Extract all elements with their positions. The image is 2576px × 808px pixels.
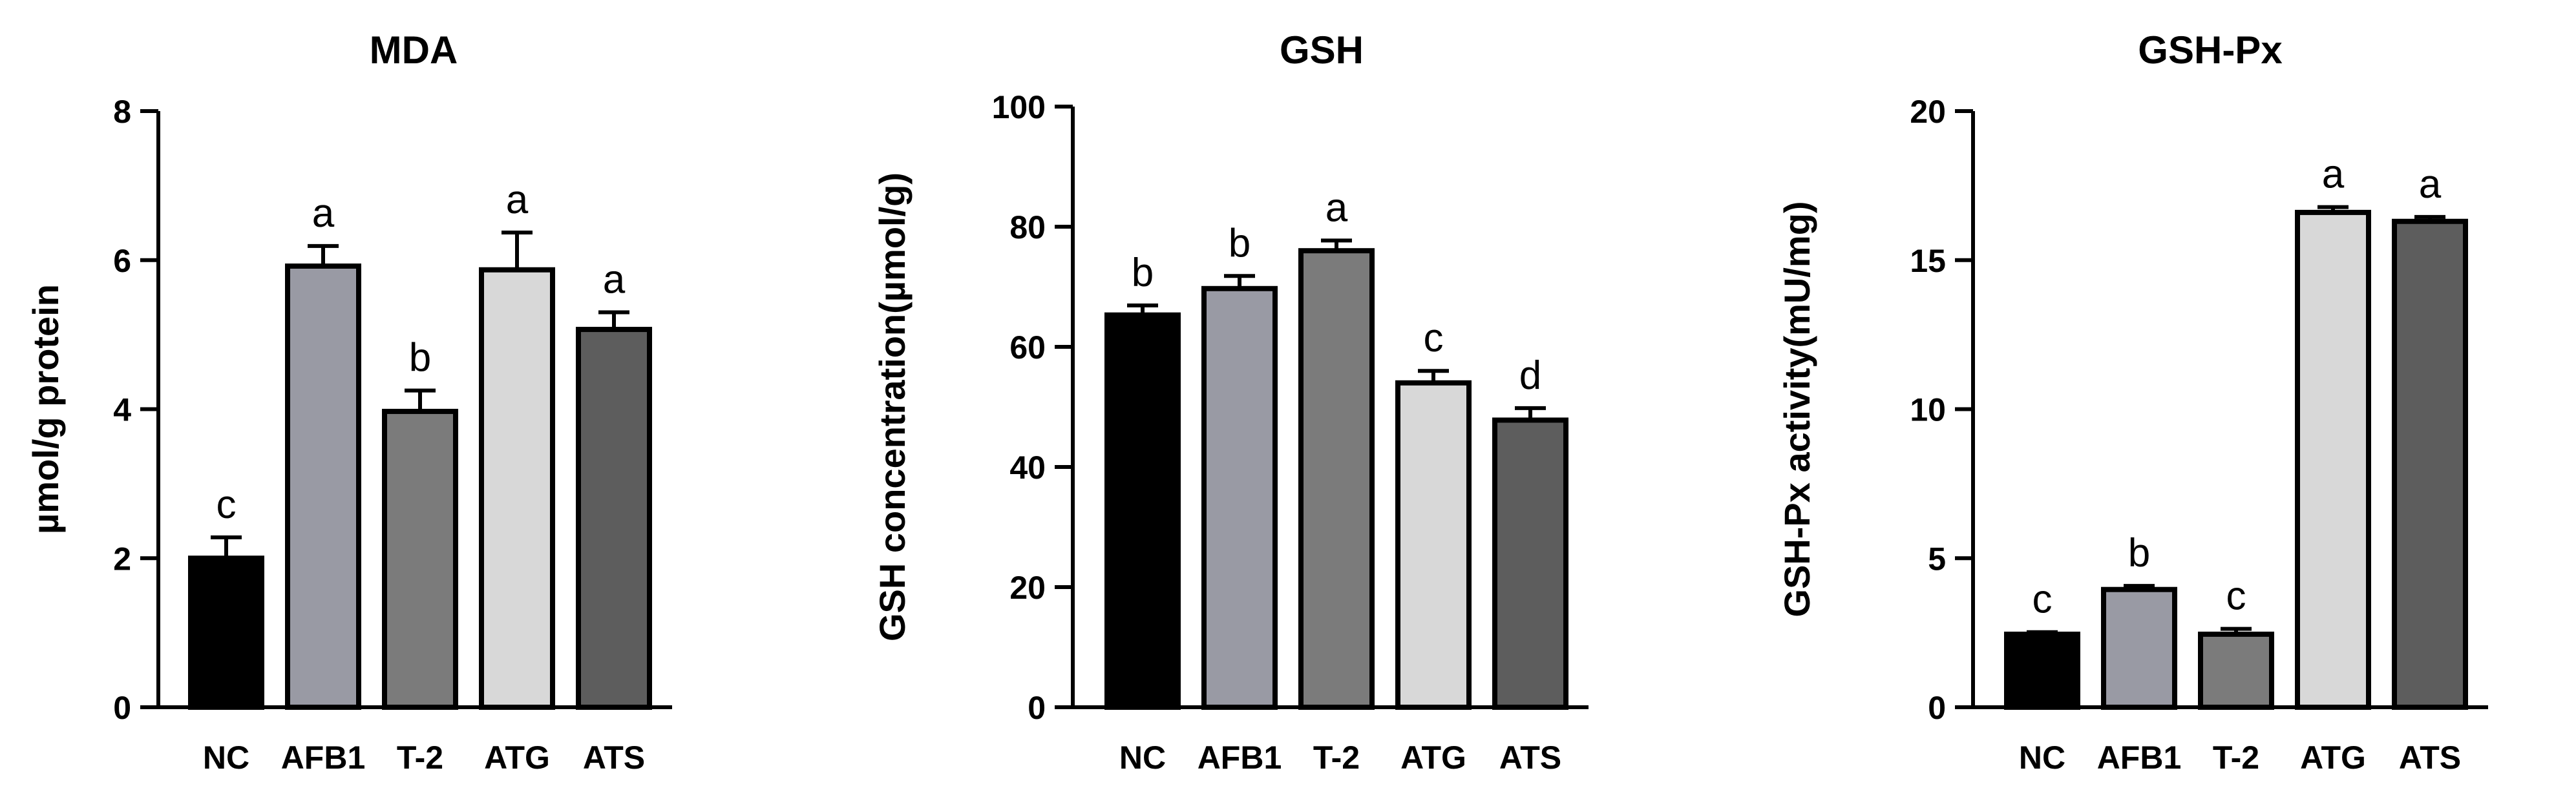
- significance-label: c: [216, 482, 237, 527]
- significance-label: a: [506, 178, 529, 222]
- x-tick-label: AFB1: [1198, 740, 1282, 776]
- significance-label: b: [1229, 221, 1251, 265]
- significance-label: b: [1132, 251, 1154, 295]
- y-axis-label: GSH-Px activity(mU/mg): [1777, 201, 1817, 617]
- y-axis-label: GSH concentration(µmol/g): [872, 172, 913, 641]
- y-tick-label: 5: [1928, 541, 1946, 577]
- y-tick-label: 100: [992, 89, 1046, 125]
- y-tick-label: 40: [1009, 450, 1046, 486]
- x-tick-label: T-2: [2213, 740, 2259, 776]
- y-tick-label: 80: [1009, 209, 1046, 245]
- bar-nc: [2004, 631, 2080, 710]
- y-tick-label: 20: [1910, 94, 1946, 130]
- significance-label: c: [2226, 574, 2246, 619]
- x-tick-label: ATS: [1499, 740, 1561, 776]
- bar-t-2: [382, 408, 458, 710]
- y-tick-label: 6: [113, 243, 131, 279]
- bar-ats: [1492, 417, 1568, 710]
- significance-label: b: [2128, 531, 2150, 575]
- x-tick-label: NC: [2019, 740, 2065, 776]
- x-tick-label: ATG: [484, 740, 550, 776]
- chart-2: GSH-Px GSH-Px activity(mU/mg) 0 5 10 15 20 c NC b…: [1777, 28, 2488, 776]
- y-tick-label: 8: [113, 94, 131, 130]
- bar-atg: [1395, 380, 1472, 710]
- significance-label: d: [1519, 353, 1541, 398]
- y-tick-label: 60: [1009, 329, 1046, 366]
- bar-nc: [1104, 312, 1181, 710]
- x-tick-label: ATS: [2399, 740, 2461, 776]
- bar-t-2: [1298, 248, 1375, 710]
- x-tick-label: ATG: [1400, 740, 1466, 776]
- bar-afb1: [2101, 586, 2177, 710]
- y-tick-label: 0: [1928, 690, 1946, 726]
- chart-title: MDA: [370, 28, 458, 72]
- significance-label: a: [2419, 162, 2442, 207]
- bar-afb1: [285, 263, 361, 710]
- significance-label: b: [409, 336, 431, 380]
- x-tick-label: NC: [203, 740, 249, 776]
- bar-t-2: [2198, 631, 2274, 710]
- y-tick-label: 0: [113, 690, 131, 726]
- significance-label: a: [312, 191, 335, 236]
- bar-ats: [576, 327, 652, 710]
- x-tick-label: AFB1: [281, 740, 366, 776]
- y-tick-label: 15: [1910, 243, 1946, 279]
- x-tick-label: T-2: [1313, 740, 1360, 776]
- bar-atg: [479, 267, 555, 710]
- y-tick-label: 10: [1910, 392, 1946, 428]
- chart-title: GSH-Px: [2138, 28, 2282, 72]
- y-axis-label: µmol/g protein: [25, 284, 66, 534]
- chart-0: MDA µmol/g protein 0 2 4 6 8 c NC a AFB1 b T-2 a ATG a A…: [25, 28, 672, 776]
- bar-afb1: [1201, 285, 1278, 710]
- y-tick-label: 0: [1028, 690, 1046, 726]
- significance-label: c: [1424, 316, 1444, 360]
- y-tick-label: 20: [1009, 570, 1046, 606]
- x-tick-label: ATG: [2300, 740, 2366, 776]
- bar-atg: [2295, 209, 2371, 710]
- significance-label: a: [603, 258, 626, 302]
- x-tick-label: NC: [1119, 740, 1166, 776]
- significance-label: a: [1325, 185, 1348, 230]
- bar-ats: [2392, 218, 2468, 710]
- x-tick-label: AFB1: [2097, 740, 2182, 776]
- significance-label: a: [2322, 152, 2345, 197]
- x-tick-label: T-2: [397, 740, 443, 776]
- chart-1: GSH GSH concentration(µmol/g) 0 20 40 60 80 100…: [872, 28, 1589, 776]
- chart-title: GSH: [1280, 28, 1364, 72]
- x-tick-label: ATS: [583, 740, 645, 776]
- bar-nc: [188, 555, 264, 710]
- y-tick-label: 2: [113, 541, 131, 577]
- y-tick-label: 4: [113, 392, 131, 428]
- significance-label: c: [2032, 577, 2053, 622]
